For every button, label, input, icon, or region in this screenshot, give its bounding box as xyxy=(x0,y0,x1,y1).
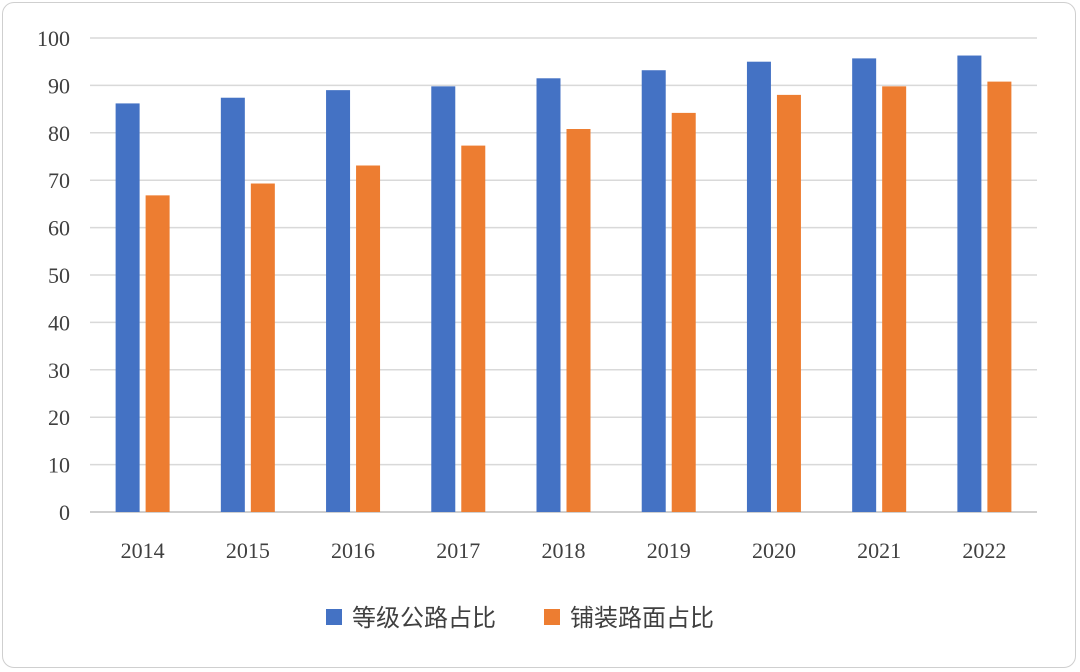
x-tick-label: 2018 xyxy=(542,538,586,563)
y-tick-label: 90 xyxy=(48,73,70,98)
y-tick-label: 10 xyxy=(48,453,70,478)
legend-label-2: 铺装路面占比 xyxy=(570,604,714,632)
bar-series-2-2021 xyxy=(882,86,907,513)
y-tick-label: 60 xyxy=(48,216,70,241)
bar-series-2-2017 xyxy=(461,145,486,512)
x-tick-label: 2016 xyxy=(331,538,375,563)
legend: 等级公路占比 铺装路面占比 xyxy=(326,604,714,632)
x-tick-label: 2020 xyxy=(752,538,796,563)
y-tick-label: 100 xyxy=(37,26,70,51)
bar-series-1-2016 xyxy=(326,90,351,512)
x-tick-label: 2022 xyxy=(962,538,1006,563)
bar-series-1-2018 xyxy=(536,78,561,512)
y-tick-label: 70 xyxy=(48,168,70,193)
y-tick-label: 50 xyxy=(48,263,70,288)
bar-series-2-2015 xyxy=(250,183,275,512)
bar-series-1-2015 xyxy=(220,97,245,512)
y-tick-label: 0 xyxy=(59,500,70,525)
bar-series-1-2021 xyxy=(852,58,877,513)
y-tick-label: 40 xyxy=(48,310,70,335)
y-tick-label: 80 xyxy=(48,121,70,146)
x-tick-label: 2021 xyxy=(857,538,901,563)
bar-series-2-2016 xyxy=(356,165,381,513)
bar-series-2-2019 xyxy=(671,112,696,512)
x-tick-label: 2014 xyxy=(121,538,165,563)
bar-series-2-2020 xyxy=(776,94,801,512)
bars xyxy=(115,55,1012,513)
y-axis-ticks: 0 10 20 30 40 50 60 70 80 90 100 xyxy=(37,26,70,525)
bar-series-1-2017 xyxy=(431,86,456,513)
bar-series-2-2022 xyxy=(987,81,1012,512)
bar-series-2-2018 xyxy=(566,129,591,512)
y-tick-label: 20 xyxy=(48,405,70,430)
bar-series-1-2019 xyxy=(641,70,666,513)
x-axis-ticks: 2014 2015 2016 2017 2018 2019 2020 2021 2022 xyxy=(121,538,1007,563)
legend-swatch-1 xyxy=(326,609,342,625)
x-tick-label: 2017 xyxy=(436,538,480,563)
bar-series-1-2014 xyxy=(115,103,140,513)
x-tick-label: 2015 xyxy=(226,538,270,563)
x-tick-label: 2019 xyxy=(647,538,691,563)
bar-series-2-2014 xyxy=(145,195,170,513)
bar-series-1-2020 xyxy=(746,61,771,512)
bar-series-1-2022 xyxy=(957,55,982,513)
legend-label-1: 等级公路占比 xyxy=(352,604,496,632)
gridlines xyxy=(90,37,1037,513)
y-tick-label: 30 xyxy=(48,358,70,383)
legend-swatch-2 xyxy=(544,609,560,625)
